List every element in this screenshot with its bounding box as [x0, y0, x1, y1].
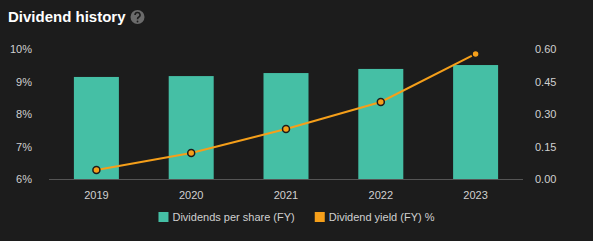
- marker: [93, 166, 100, 173]
- y2-tick-label: 0.30: [535, 108, 556, 120]
- marker: [472, 50, 479, 57]
- bar: [453, 65, 498, 179]
- y2-tick-label: 0.00: [535, 173, 556, 185]
- y2-tick-label: 0.45: [535, 76, 556, 88]
- y-tick-label: 10%: [10, 43, 32, 55]
- marker: [188, 150, 195, 157]
- bar: [358, 69, 403, 179]
- plot-area: [74, 50, 498, 179]
- help-icon-dot: [137, 21, 139, 23]
- y2-tick-label: 0.60: [535, 43, 556, 55]
- marker: [283, 125, 290, 132]
- tick: [45, 49, 49, 50]
- tick: [45, 81, 49, 82]
- x-tick-label: 2020: [179, 189, 203, 201]
- bar: [264, 73, 309, 179]
- y-tick-label: 9%: [16, 76, 32, 88]
- y-tick-label: 8%: [16, 108, 32, 120]
- x-tick-label: 2023: [463, 189, 487, 201]
- x-tick-label: 2021: [274, 189, 298, 201]
- y-tick-label: 7%: [16, 141, 32, 153]
- background: [0, 0, 593, 241]
- tick: [45, 146, 49, 147]
- y2-tick-label: 0.15: [535, 141, 556, 153]
- chart: Dividend history 6% 7% 8% 9% 10% 0.00 0.15 0.30 0…: [0, 0, 593, 241]
- tick: [523, 81, 527, 82]
- help-icon-glyph: [135, 13, 140, 20]
- y-tick-label: 6%: [16, 173, 32, 185]
- legend-swatch: [315, 212, 325, 222]
- marker: [377, 98, 384, 105]
- help-icon: [131, 10, 145, 24]
- legend: Dividends per share (FY) Dividend yield (…: [158, 211, 434, 223]
- legend-label: Dividend yield (FY) %: [329, 211, 435, 223]
- tick: [523, 49, 527, 50]
- x-tick-label: 2022: [369, 189, 393, 201]
- tick: [523, 179, 527, 180]
- tick: [45, 114, 49, 115]
- tick: [45, 179, 49, 180]
- bar: [74, 77, 119, 179]
- legend-label: Dividends per share (FY): [172, 211, 294, 223]
- tick: [523, 114, 527, 115]
- legend-swatch: [158, 212, 168, 222]
- x-tick-label: 2019: [84, 189, 108, 201]
- x-axis: [49, 179, 523, 180]
- bar: [169, 76, 214, 179]
- line: [96, 54, 475, 170]
- tick: [523, 146, 527, 147]
- title: Dividend history: [8, 8, 126, 25]
